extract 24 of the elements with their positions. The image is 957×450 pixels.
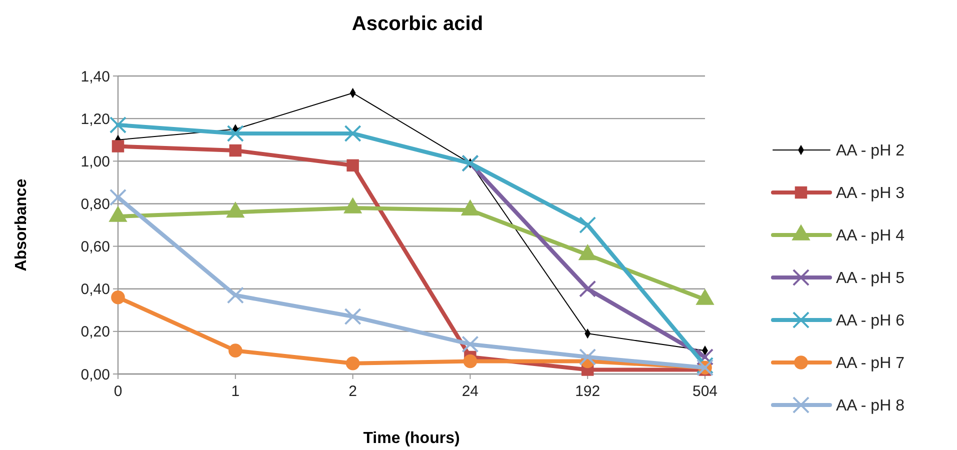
y-tick-label: 0,00 [80,366,110,384]
legend-label: AA - pH 3 [836,185,905,202]
legend-label: AA - pH 2 [836,142,905,160]
y-tick-label: 0,20 [80,324,110,341]
x-tick-label: 0 [114,383,122,400]
x-tick-label: 192 [575,383,600,400]
y-tick-label: 1,20 [80,110,110,128]
y-tick-label: 0,40 [80,281,110,298]
y-tick-label: 1,00 [80,153,110,170]
legend-label: AA - pH 8 [836,398,905,415]
y-axis-title: Absorbance [13,178,30,272]
y-tick-label: 0,80 [80,196,110,213]
legend-label: AA - pH 7 [836,355,905,372]
x-tick-label: 24 [462,383,479,400]
legend-label: AA - pH 4 [836,228,905,245]
legend-label: AA - pH 6 [836,312,905,330]
y-tick-label: 1,40 [80,68,110,86]
x-tick-label: 2 [348,383,357,400]
legend-label: AA - pH 5 [836,270,905,288]
chart-title: Ascorbic acid [352,13,484,35]
x-tick-label: 504 [692,383,718,400]
x-axis-title: Time (hours) [363,430,460,447]
y-tick-label: 0,60 [80,238,110,256]
x-tick-label: 1 [231,383,240,400]
